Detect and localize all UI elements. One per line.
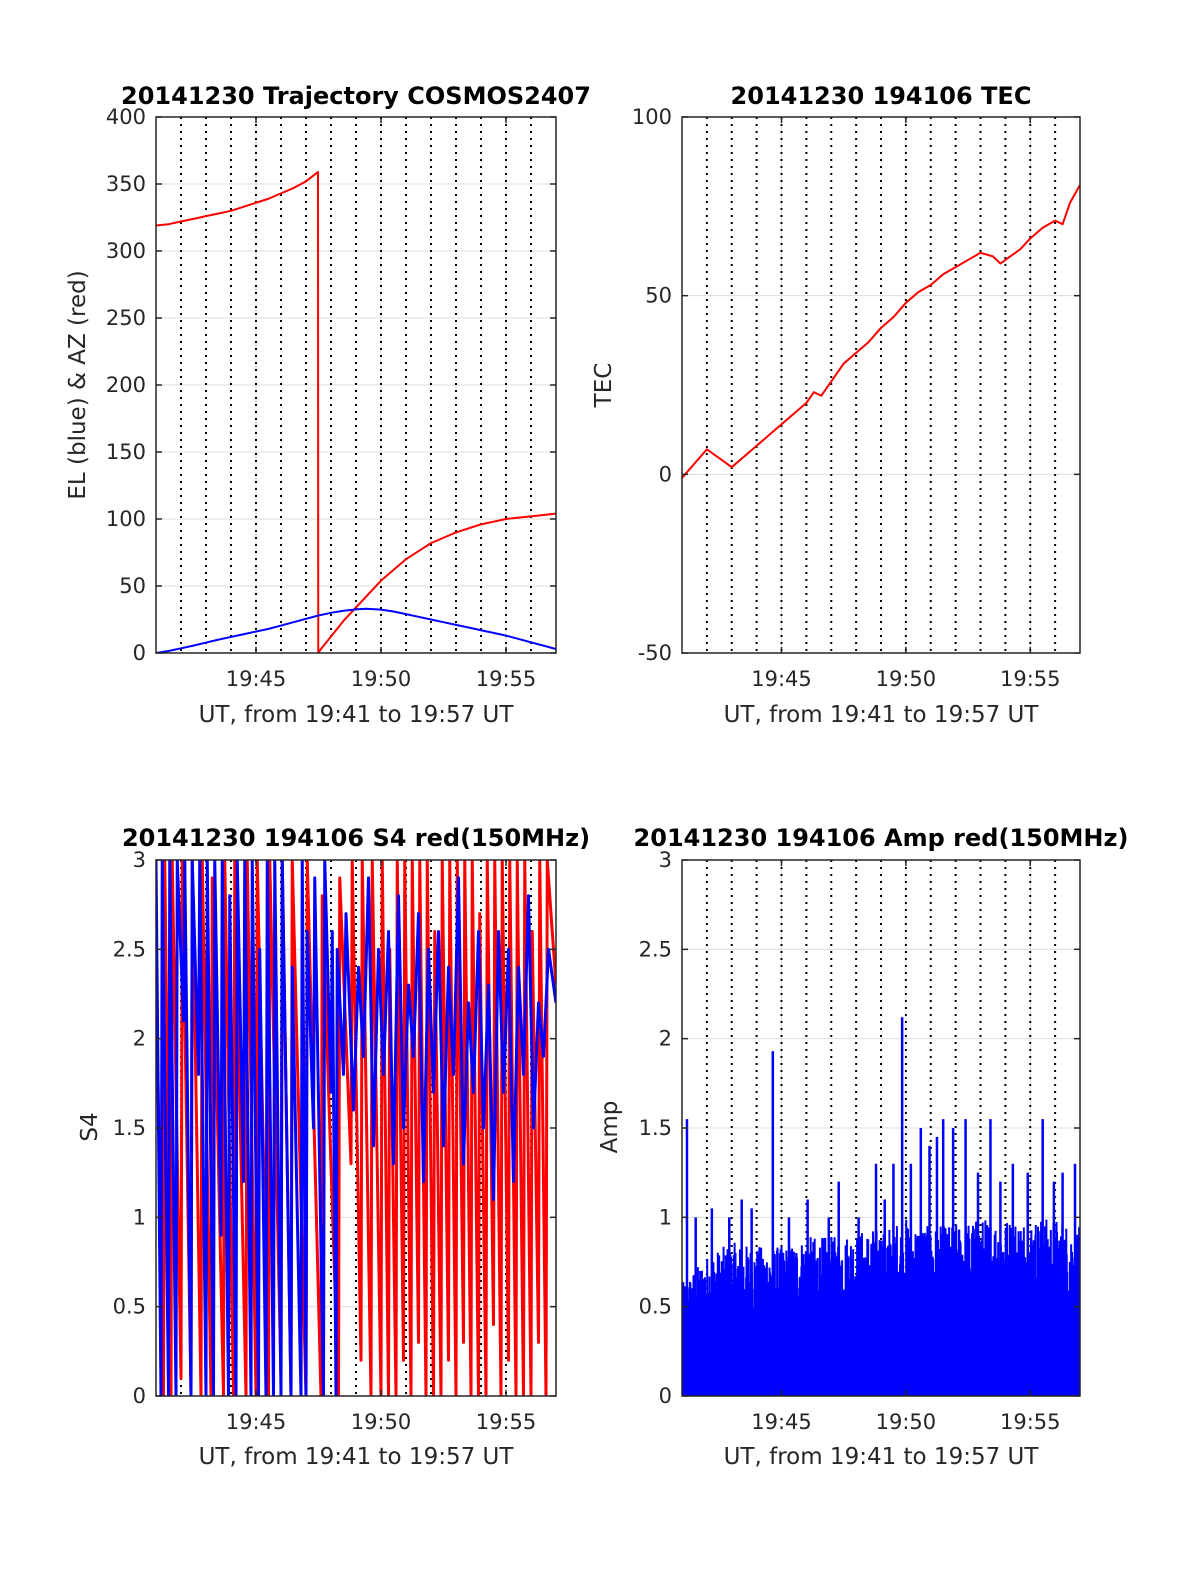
amp-ytick-label-1: 0.5 <box>639 1295 672 1319</box>
tec-title: 20141230 194106 TEC <box>731 82 1032 110</box>
trajectory-xtick-label-2: 19:55 <box>476 667 537 691</box>
amp-ylabel: Amp <box>597 1101 623 1154</box>
amp-xtick-label-1: 19:50 <box>876 1410 937 1434</box>
s4-xtick-label-1: 19:50 <box>351 1410 412 1434</box>
s4-xlabel: UT, from 19:41 to 19:57 UT <box>199 1444 515 1470</box>
trajectory-ytick-label-1: 50 <box>119 574 146 598</box>
tec-xtick-label-2: 19:55 <box>1000 667 1061 691</box>
amp-ytick-label-2: 1 <box>659 1205 672 1229</box>
tec-ytick-label-2: 50 <box>645 284 672 308</box>
amp-ytick-label-3: 1.5 <box>639 1116 672 1140</box>
amp-title: 20141230 194106 Amp red(150MHz) <box>634 824 1129 852</box>
tec-ytick-label-3: 100 <box>632 105 672 129</box>
tec-axes-frame <box>681 116 1081 654</box>
s4-panel: 0 0.5 1 1.5 2 2.5 3 19:45 19:50 19:55 20141230 19… <box>77 824 590 1470</box>
amp-ytick-label-5: 2.5 <box>639 937 672 961</box>
trajectory-ytick-label-7: 350 <box>106 172 146 196</box>
s4-ytick-label-1: 0.5 <box>113 1295 146 1319</box>
s4-title: 20141230 194106 S4 red(150MHz) <box>122 824 590 852</box>
tec-series-0 <box>682 184 1080 479</box>
trajectory-series-1 <box>156 607 556 653</box>
s4-xtick-label-0: 19:45 <box>226 1410 287 1434</box>
trajectory-xlabel: UT, from 19:41 to 19:57 UT <box>199 702 515 728</box>
trajectory-ytick-label-8: 400 <box>106 105 146 129</box>
s4-ytick-label-4: 2 <box>133 1027 146 1051</box>
s4-ytick-label-0: 0 <box>133 1384 146 1408</box>
tec-xtick-label-1: 19:50 <box>876 667 937 691</box>
s4-xtick-label-2: 19:55 <box>476 1410 537 1434</box>
trajectory-ytick-label-3: 150 <box>106 440 146 464</box>
s4-ytick-label-6: 3 <box>133 848 146 872</box>
trajectory-series-0 <box>156 170 556 653</box>
trajectory-ylabel: EL (blue) & AZ (red) <box>65 270 91 499</box>
tec-ytick-label-0: -50 <box>638 641 672 665</box>
s4-ytick-label-3: 1.5 <box>113 1116 146 1140</box>
trajectory-xtick-label-1: 19:50 <box>351 667 412 691</box>
amp-xlabel: UT, from 19:41 to 19:57 UT <box>724 1444 1040 1470</box>
tec-panel: -50 0 50 100 19:45 19:50 19:55 20141230 194106… <box>591 82 1081 728</box>
trajectory-title: 20141230 Trajectory COSMOS2407 <box>121 82 591 110</box>
amp-ytick-label-0: 0 <box>659 1384 672 1408</box>
s4-ytick-label-5: 2.5 <box>113 937 146 961</box>
trajectory-ytick-label-5: 250 <box>106 306 146 330</box>
trajectory-ytick-label-2: 100 <box>106 507 146 531</box>
amp-ytick-label-6: 3 <box>659 848 672 872</box>
amp-xtick-label-0: 19:45 <box>751 1410 812 1434</box>
trajectory-ytick-label-6: 300 <box>106 239 146 263</box>
trajectory-xtick-label-0: 19:45 <box>226 667 287 691</box>
trajectory-ytick-label-0: 0 <box>133 641 146 665</box>
amp-panel: 0 0.5 1 1.5 2 2.5 3 19:45 19:50 19:55 20141230 19… <box>597 824 1128 1470</box>
tec-ylabel: TEC <box>591 363 617 409</box>
s4-ytick-label-2: 1 <box>133 1205 146 1229</box>
tec-xlabel: UT, from 19:41 to 19:57 UT <box>724 702 1040 728</box>
s4-ylabel: S4 <box>77 1112 103 1141</box>
s4-series-1 <box>156 860 556 1396</box>
s4-series-0 <box>156 860 556 1396</box>
amp-xtick-label-2: 19:55 <box>1000 1410 1061 1434</box>
tec-xtick-label-0: 19:45 <box>751 667 812 691</box>
tec-ytick-label-1: 0 <box>659 462 672 486</box>
amp-ytick-label-4: 2 <box>659 1027 672 1051</box>
trajectory-ytick-label-4: 200 <box>106 373 146 397</box>
